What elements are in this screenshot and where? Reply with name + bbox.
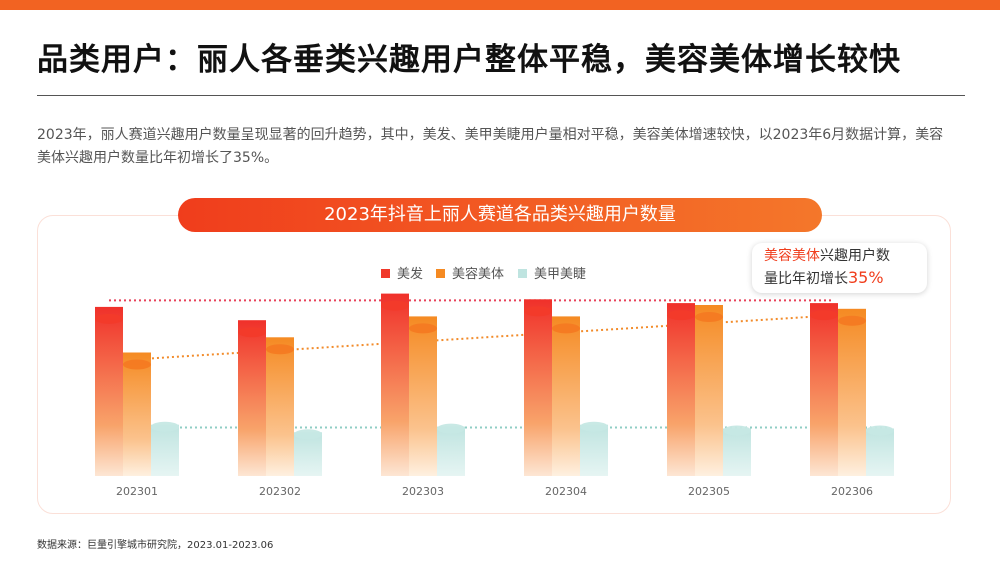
growth-annotation: 美容美体兴趣用户数 量比年初增长35% (752, 243, 927, 293)
bar-nails-202306 (866, 428, 894, 476)
bar-hair-202302 (238, 320, 266, 476)
bar-cap-hair-202301 (95, 313, 123, 324)
bar-nails-202301 (151, 424, 179, 476)
bar-cap-beauty-202306 (838, 315, 866, 326)
annotation-text-2: 量比年初增长 (764, 271, 848, 287)
legend-swatch-beauty (436, 269, 445, 278)
bar-beauty-202303 (409, 316, 437, 476)
legend-label-hair: 美发 (397, 267, 424, 282)
bar-beauty-202302 (266, 337, 294, 476)
legend-item-beauty: 美容美体 (436, 263, 504, 282)
bar-cap-beauty-202304 (552, 323, 580, 334)
bar-nails-202305 (723, 428, 751, 476)
bar-hair-202303 (381, 293, 409, 476)
bar-cap-beauty-202301 (123, 359, 151, 370)
bar-nails-202303 (437, 426, 465, 476)
legend-item-nails: 美甲美睫 (518, 263, 586, 282)
bar-beauty-202305 (695, 305, 723, 476)
bar-hair-202305 (667, 303, 695, 476)
bar-cap-hair-202303 (381, 300, 409, 311)
top-accent-bar (0, 0, 1000, 10)
bar-cap-nails-202306 (866, 425, 894, 436)
legend-label-nails: 美甲美睫 (534, 267, 587, 282)
x-tick-label-202304: 202304 (545, 485, 587, 498)
legend-swatch-nails (518, 269, 527, 278)
data-source: 数据来源：巨量引擎城市研究院，2023.01-2023.06 (37, 540, 274, 551)
bar-hair-202306 (810, 303, 838, 476)
bar-chart: 202301 202302 202303 202304 202305 202306 (95, 293, 894, 498)
bar-cap-beauty-202305 (695, 312, 723, 322)
bar-cap-nails-202301 (151, 421, 179, 432)
annotation-highlight: 美容美体 (764, 248, 820, 264)
bar-cap-nails-202302 (294, 429, 322, 440)
bar-beauty-202306 (838, 308, 866, 476)
x-tick-label-202303: 202303 (402, 485, 444, 498)
bar-cap-nails-202305 (723, 425, 751, 436)
bar-cap-hair-202302 (238, 327, 266, 338)
bar-cap-hair-202305 (667, 310, 695, 321)
bar-cap-hair-202304 (524, 306, 552, 317)
bar-beauty-202301 (123, 352, 151, 476)
bar-hair-202304 (524, 299, 552, 476)
x-tick-label-202305: 202305 (688, 485, 730, 498)
bar-nails-202302 (294, 432, 322, 476)
bar-beauty-202304 (552, 316, 580, 476)
annotation-text-1: 兴趣用户数 (820, 248, 890, 264)
bar-cap-beauty-202303 (409, 323, 437, 334)
bar-nails-202304 (580, 424, 608, 476)
legend-item-hair: 美发 (381, 263, 423, 282)
legend-swatch-hair (381, 269, 390, 278)
legend-label-beauty: 美容美体 (452, 267, 505, 282)
annotation-value: 35% (848, 268, 884, 287)
x-tick-label-202302: 202302 (259, 485, 301, 498)
x-tick-label-202301: 202301 (116, 485, 158, 498)
x-tick-label-202306: 202306 (831, 485, 873, 498)
bar-cap-nails-202304 (580, 421, 608, 432)
bar-hair-202301 (95, 306, 123, 476)
bar-cap-hair-202306 (810, 310, 838, 321)
bar-cap-nails-202303 (437, 423, 465, 434)
page-title: 品类用户：丽人各垂类兴趣用户整体平稳，美容美体增长较快 (37, 42, 901, 78)
bar-cap-beauty-202302 (266, 344, 294, 355)
description-text: 2023年，丽人赛道兴趣用户数量呈现显著的回升趋势，其中，美发、美甲美睫用户量相… (37, 127, 944, 166)
chart-title-banner: 2023年抖音上丽人赛道各品类兴趣用户数量 (178, 198, 822, 232)
title-divider (37, 95, 965, 96)
